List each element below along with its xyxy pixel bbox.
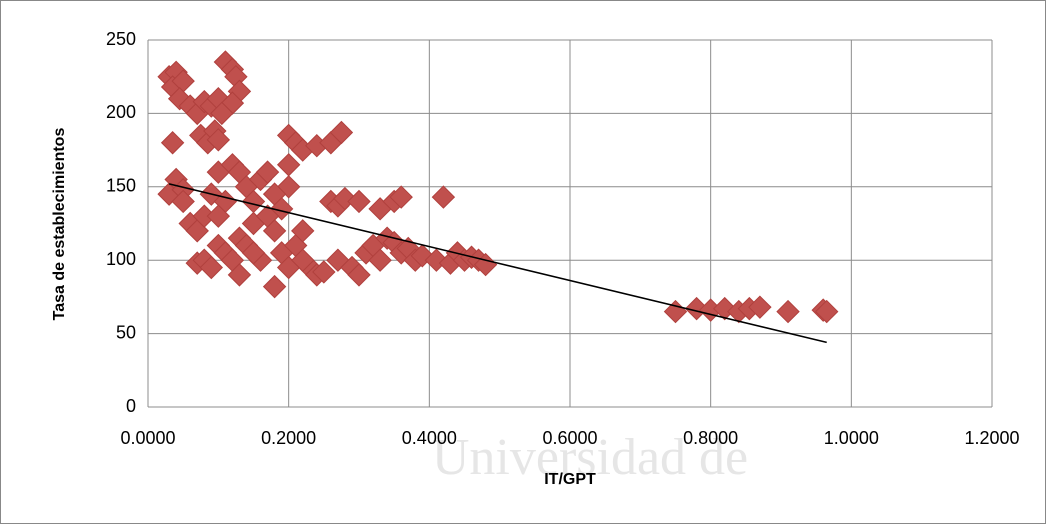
x-axis-label: IT/GPT bbox=[544, 471, 596, 488]
x-tick-label: 0.4000 bbox=[402, 428, 457, 448]
x-tick-label: 0.8000 bbox=[683, 428, 738, 448]
y-tick-label: 100 bbox=[106, 249, 136, 269]
y-tick-label: 200 bbox=[106, 102, 136, 122]
x-tick-label: 0.0000 bbox=[120, 428, 175, 448]
x-tick-label: 0.2000 bbox=[261, 428, 316, 448]
y-tick-label: 50 bbox=[116, 322, 136, 342]
chart: Universidad de IT/GPT Tasa de establecim… bbox=[0, 0, 1046, 524]
y-tick-label: 150 bbox=[106, 176, 136, 196]
x-tick-label: 1.2000 bbox=[964, 428, 1019, 448]
y-axis-label: Tasa de establecimientos bbox=[51, 128, 68, 321]
y-tick-label: 0 bbox=[126, 396, 136, 416]
x-tick-label: 1.0000 bbox=[824, 428, 879, 448]
x-tick-label: 0.6000 bbox=[542, 428, 597, 448]
y-tick-label: 250 bbox=[106, 29, 136, 49]
